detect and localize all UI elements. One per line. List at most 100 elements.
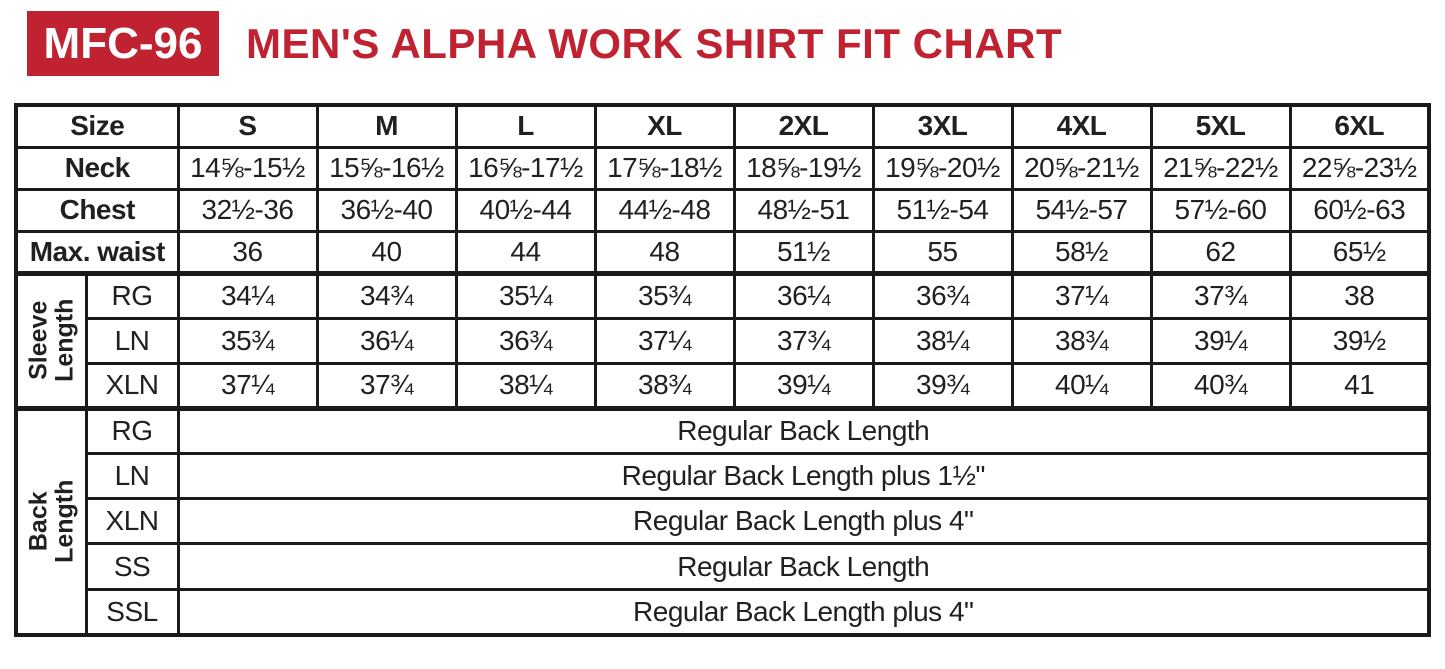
size-column-header: M xyxy=(315,103,458,149)
table-cell: 39¼ xyxy=(732,361,875,410)
sleeve-rg-row: Sleeve Length RG 34¼ 34¾ 35¼ 35¾ 36¼ 36¾… xyxy=(14,270,1431,410)
back-ssl-label: SSL xyxy=(84,587,180,637)
neck-row: Neck 14⅝-15½ 15⅝-16½ 16⅝-17½ 17⅝-18½ 18⅝… xyxy=(14,145,1431,191)
sleeve-ln-label: LN xyxy=(84,316,180,365)
table-cell: 21⅝-22½ xyxy=(1149,145,1292,191)
back-length-value: Regular Back Length xyxy=(176,405,1431,455)
sleeve-length-group-label-cell: Sleeve Length xyxy=(14,270,88,410)
table-cell: 15⅝-16½ xyxy=(315,145,458,191)
table-cell: 16⅝-17½ xyxy=(454,145,597,191)
sleeve-length-group-label: Sleeve Length xyxy=(24,298,79,383)
max-waist-row: Max. waist 36 40 44 48 51½ 55 58½ 62 65½ xyxy=(14,229,1431,275)
table-cell: 40¾ xyxy=(1149,361,1292,410)
table-cell: 55 xyxy=(871,229,1014,275)
table-cell: 36 xyxy=(176,229,319,275)
table-cell: 18⅝-19½ xyxy=(732,145,875,191)
table-cell: 32½-36 xyxy=(176,187,319,233)
size-column-header: S xyxy=(176,103,319,149)
table-cell: 35¼ xyxy=(454,270,597,320)
table-cell: 37¼ xyxy=(593,316,736,365)
table-cell: 36¾ xyxy=(454,316,597,365)
table-cell: 20⅝-21½ xyxy=(1010,145,1153,191)
table-cell: 36¼ xyxy=(732,270,875,320)
page-title: MEN'S ALPHA WORK SHIRT FIT CHART xyxy=(246,19,1063,67)
table-cell: 22⅝-23½ xyxy=(1288,145,1431,191)
size-row-label: Size xyxy=(14,103,180,149)
table-cell: 17⅝-18½ xyxy=(593,145,736,191)
table-cell: 58½ xyxy=(1010,229,1153,275)
back-ln-row: LN Regular Back Length plus 1½" xyxy=(16,451,1431,501)
size-header-row: Size S M L XL 2XL 3XL 4XL 5XL 6XL xyxy=(14,103,1431,149)
neck-row-label: Neck xyxy=(14,145,180,191)
table-cell: 39¾ xyxy=(871,361,1014,410)
max-waist-row-label: Max. waist xyxy=(14,229,180,275)
table-cell: 51½-54 xyxy=(871,187,1014,233)
back-length-value: Regular Back Length plus 4" xyxy=(176,497,1431,546)
table-cell: 40 xyxy=(315,229,458,275)
fit-chart-table: Size S M L XL 2XL 3XL 4XL 5XL 6XL Neck 1… xyxy=(14,103,1431,637)
table-cell: 40¼ xyxy=(1010,361,1153,410)
back-rg-row: Back Length RG Regular Back Length xyxy=(14,405,1431,636)
table-cell: 37¼ xyxy=(176,361,319,410)
back-length-value: Regular Back Length xyxy=(176,542,1431,591)
back-ssl-row: SSL Regular Back Length plus 4" xyxy=(16,587,1431,637)
table-cell: 36½-40 xyxy=(315,187,458,233)
back-length-value: Regular Back Length plus 1½" xyxy=(176,451,1431,501)
sleeve-rg-label: RG xyxy=(84,270,180,320)
table-cell: 44½-48 xyxy=(593,187,736,233)
back-ss-row: SS Regular Back Length xyxy=(16,542,1431,591)
size-column-header: L xyxy=(454,103,597,149)
table-cell: 38 xyxy=(1288,270,1431,320)
back-xln-row: XLN Regular Back Length plus 4" xyxy=(16,497,1431,546)
table-cell: 38¾ xyxy=(593,361,736,410)
size-column-header: 4XL xyxy=(1010,103,1153,149)
table-cell: 39¼ xyxy=(1149,316,1292,365)
back-length-group-label: Back Length xyxy=(24,479,79,564)
table-cell: 38¾ xyxy=(1010,316,1153,365)
table-cell: 41 xyxy=(1288,361,1431,410)
table-cell: 37¾ xyxy=(1149,270,1292,320)
size-column-header: XL xyxy=(593,103,736,149)
table-cell: 38¼ xyxy=(454,361,597,410)
vertical-label-wrap: Back Length xyxy=(19,413,83,632)
sleeve-xln-row: XLN 37¼ 37¾ 38¼ 38¾ 39¼ 39¾ 40¼ 40¾ 41 xyxy=(16,361,1431,410)
table-cell: 36¾ xyxy=(871,270,1014,320)
table-cell: 37¼ xyxy=(1010,270,1153,320)
size-column-header: 5XL xyxy=(1149,103,1292,149)
product-code-badge: MFC-96 xyxy=(27,11,219,76)
table-cell: 35¾ xyxy=(176,316,319,365)
table-cell: 34¾ xyxy=(315,270,458,320)
table-cell: 19⅝-20½ xyxy=(871,145,1014,191)
table-cell: 35¾ xyxy=(593,270,736,320)
table-cell: 60½-63 xyxy=(1288,187,1431,233)
back-ss-label: SS xyxy=(84,542,180,591)
chest-row: Chest 32½-36 36½-40 40½-44 44½-48 48½-51… xyxy=(14,187,1431,233)
table-cell: 37¾ xyxy=(732,316,875,365)
back-length-value: Regular Back Length plus 4" xyxy=(176,587,1431,637)
back-length-group-label-cell: Back Length xyxy=(14,405,88,636)
table-cell: 62 xyxy=(1149,229,1292,275)
table-cell: 57½-60 xyxy=(1149,187,1292,233)
sleeve-ln-row: LN 35¾ 36¼ 36¾ 37¼ 37¾ 38¼ 38¾ 39¼ 39½ xyxy=(16,316,1431,365)
table-cell: 48 xyxy=(593,229,736,275)
table-cell: 14⅝-15½ xyxy=(176,145,319,191)
table-cell: 51½ xyxy=(732,229,875,275)
size-column-header: 6XL xyxy=(1288,103,1431,149)
table-cell: 40½-44 xyxy=(454,187,597,233)
table-cell: 34¼ xyxy=(176,270,319,320)
size-column-header: 2XL xyxy=(732,103,875,149)
back-rg-label: RG xyxy=(84,405,180,455)
table-cell: 54½-57 xyxy=(1010,187,1153,233)
table-cell: 39½ xyxy=(1288,316,1431,365)
table-cell: 44 xyxy=(454,229,597,275)
sleeve-xln-label: XLN xyxy=(84,361,180,410)
table-cell: 37¾ xyxy=(315,361,458,410)
size-column-header: 3XL xyxy=(871,103,1014,149)
vertical-label-wrap: Sleeve Length xyxy=(19,278,83,405)
chest-row-label: Chest xyxy=(14,187,180,233)
table-cell: 38¼ xyxy=(871,316,1014,365)
table-cell: 36¼ xyxy=(315,316,458,365)
back-xln-label: XLN xyxy=(84,497,180,546)
table-cell: 48½-51 xyxy=(732,187,875,233)
